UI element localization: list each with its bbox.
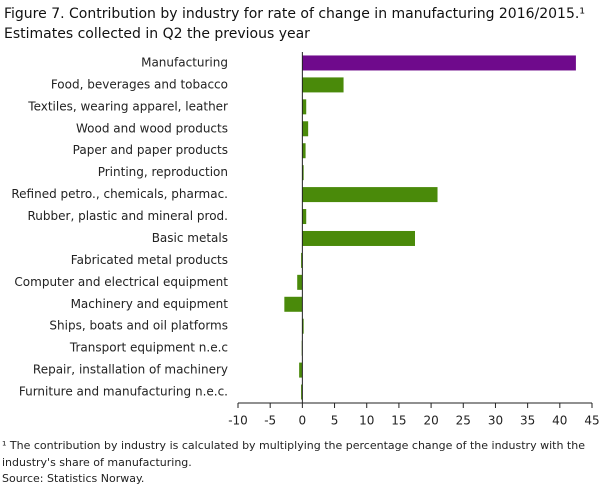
x-tick-label: 35 [520,414,535,428]
x-tick-label: 5 [331,414,339,428]
y-tick-label: Manufacturing [141,55,228,69]
bar [301,252,303,268]
bar [302,165,304,181]
x-tick-label: 10 [359,414,374,428]
x-tick-label: 25 [456,414,471,428]
y-tick-label: Printing, reproduction [98,165,228,179]
x-tick-label: 15 [391,414,406,428]
y-tick-label: Computer and electrical equipment [14,275,228,289]
bar [302,77,344,93]
bar [302,187,438,203]
y-tick-label: Ships, boats and oil platforms [49,319,228,333]
y-tick-label: Transport equipment n.e.c [69,341,228,355]
footnote: industry's share of manufacturing. [2,456,192,469]
bar [297,274,303,290]
x-tick-label: 30 [488,414,503,428]
x-tick-label: -10 [228,414,248,428]
source: Source: Statistics Norway. [2,472,144,485]
y-tick-label: Textiles, wearing apparel, leather [27,99,228,113]
bar [302,318,304,334]
bar [302,230,415,246]
y-tick-label: Refined petro., chemicals, pharmac. [11,187,228,201]
x-tick-label: 45 [584,414,599,428]
bar [302,143,306,159]
y-tick-label: Furniture and manufacturing n.e.c. [19,385,228,399]
bar [302,55,576,71]
y-tick-label: Rubber, plastic and mineral prod. [28,209,229,223]
bar [284,296,303,312]
bar [302,121,309,137]
y-tick-label: Paper and paper products [73,143,228,157]
footnote: ¹ The contribution by industry is calcul… [2,439,585,452]
chart-subtitle: Estimates collected in Q2 the previous y… [4,26,310,42]
chart-title: Figure 7. Contribution by industry for r… [4,6,585,22]
y-tick-label: Wood and wood products [76,121,228,135]
bar [299,362,303,378]
x-tick-label: 20 [423,414,438,428]
bar [302,99,307,115]
y-tick-label: Machinery and equipment [71,297,229,311]
x-tick-label: 40 [552,414,567,428]
bar [302,209,307,225]
x-tick-label: -5 [264,414,276,428]
y-tick-label: Repair, installation of machinery [33,363,228,377]
bar [301,384,303,400]
x-tick-label: 0 [299,414,307,428]
y-tick-label: Food, beverages and tobacco [51,77,228,91]
y-tick-label: Basic metals [152,231,228,245]
y-tick-label: Fabricated metal products [71,253,228,267]
